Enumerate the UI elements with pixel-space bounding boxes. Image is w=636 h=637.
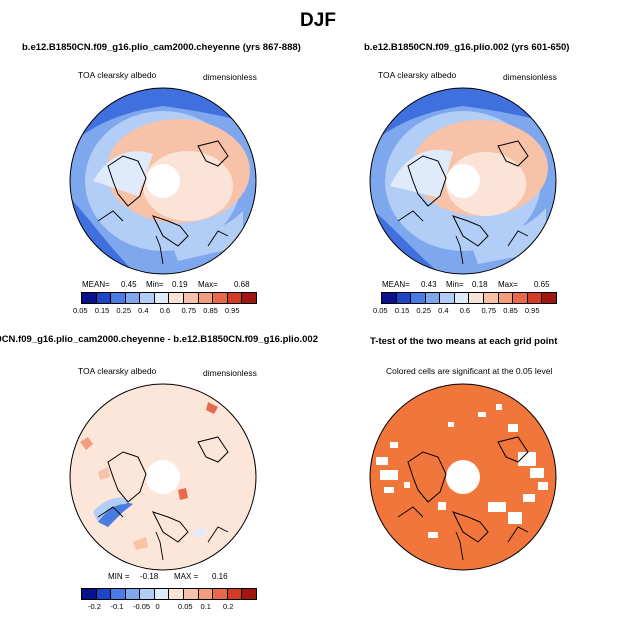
colorbar-swatch xyxy=(198,293,214,303)
colorbar-swatch xyxy=(411,293,426,303)
colorbar-swatch xyxy=(227,589,243,599)
colorbar-tick-label: 0.05 xyxy=(373,306,388,315)
colorbar-swatch xyxy=(396,293,412,303)
colorbar-tick-label: 0.95 xyxy=(524,306,540,315)
colorbar-swatch xyxy=(154,293,170,303)
colorbar-swatch xyxy=(440,293,455,303)
min-label-top-left: Min= xyxy=(146,280,164,289)
variable-label-top-left: TOA clearsky albedo xyxy=(78,70,157,80)
colorbar-tick-label: 0.05 xyxy=(178,602,193,611)
min-label-top-right: Min= xyxy=(446,280,464,289)
colorbar-tick-label: 0.85 xyxy=(503,306,518,315)
colorbar-tick-label: 0.75 xyxy=(181,306,197,315)
colorbar-swatch xyxy=(82,293,97,303)
colorbar-tick-label: -0.05 xyxy=(133,602,151,611)
colorbar-swatch xyxy=(454,293,470,303)
polar-map-bottom-left xyxy=(69,383,257,571)
colorbar-tick-label: 0.6 xyxy=(459,306,471,315)
colorbar-swatch xyxy=(513,293,528,303)
colorbar-swatch xyxy=(184,293,199,303)
colorbar-swatch xyxy=(184,589,199,599)
polar-map-bottom-right xyxy=(369,383,557,571)
polar-map-top-left xyxy=(69,87,257,275)
variable-label-bottom-left: TOA clearsky albedo xyxy=(78,366,157,376)
colorbar-labels-top-right: 0.05 0.15 0.25 0.4 0.6 0.75 0.85 0.95 xyxy=(370,306,570,316)
colorbar-swatch xyxy=(125,293,141,303)
colorbar-swatch xyxy=(140,589,155,599)
polar-map-top-right xyxy=(369,87,557,275)
colorbar-tick-label: 0.75 xyxy=(481,306,497,315)
colorbar-tick-label: 0.2 xyxy=(223,602,234,611)
colorbar-swatch xyxy=(213,589,228,599)
units-label-top-right: dimensionless xyxy=(503,72,557,82)
min-value-top-right: 0.18 xyxy=(472,280,488,289)
max-label-top-right: Max= xyxy=(498,280,518,289)
units-label-bottom-left: dimensionless xyxy=(203,368,257,378)
colorbar-tick-label: 0.4 xyxy=(438,306,449,315)
colorbar-tick-label: 0.4 xyxy=(138,306,149,315)
colorbar-top-right xyxy=(381,292,557,304)
colorbar-tick-label: -0.2 xyxy=(88,602,101,611)
colorbar-swatch xyxy=(469,293,485,303)
colorbar-swatch xyxy=(213,293,228,303)
variable-label-top-right: TOA clearsky albedo xyxy=(378,70,457,80)
panel-title-bottom-right: T-test of the two means at each grid poi… xyxy=(370,336,558,347)
colorbar-swatch xyxy=(96,589,112,599)
min-value-bottom-left: -0.18 xyxy=(140,572,159,581)
colorbar-swatch xyxy=(111,589,126,599)
mean-label-top-left: MEAN= xyxy=(82,280,110,289)
colorbar-swatch xyxy=(425,293,441,303)
colorbar-swatch xyxy=(111,293,126,303)
colorbar-tick-label: 0.15 xyxy=(94,306,110,315)
colorbar-swatch xyxy=(169,293,185,303)
colorbar-swatch xyxy=(82,589,97,599)
panel-title-top-left: b.e12.B1850CN.f09_g16.plio_cam2000.cheye… xyxy=(22,42,301,53)
colorbar-tick-label: 0.15 xyxy=(394,306,410,315)
colorbar-swatch xyxy=(498,293,514,303)
colorbar-bottom-left xyxy=(81,588,257,600)
colorbar-tick-label: 0.1 xyxy=(200,602,211,611)
colorbar-top-left xyxy=(81,292,257,304)
colorbar-tick-label: 0 xyxy=(155,602,160,611)
mean-value-top-right: 0.43 xyxy=(421,280,437,289)
figure-title: DJF xyxy=(300,10,336,31)
max-label-top-left: Max= xyxy=(198,280,218,289)
colorbar-tick-label: 0.05 xyxy=(73,306,88,315)
colorbar-tick-label: -0.1 xyxy=(110,602,124,611)
colorbar-swatch xyxy=(169,589,185,599)
units-label-top-left: dimensionless xyxy=(203,72,257,82)
panel-title-top-right: b.e12.B1850CN.f09_g16.plio.002 (yrs 601-… xyxy=(364,42,570,53)
colorbar-swatch xyxy=(96,293,112,303)
max-label-bottom-left: MAX = xyxy=(174,572,199,581)
min-label-bottom-left: MIN = xyxy=(108,572,130,581)
colorbar-swatch xyxy=(140,293,155,303)
colorbar-swatch xyxy=(382,293,397,303)
colorbar-swatch xyxy=(484,293,499,303)
colorbar-swatch xyxy=(125,589,141,599)
min-value-top-left: 0.19 xyxy=(172,280,188,289)
colorbar-swatch xyxy=(198,589,214,599)
colorbar-swatch xyxy=(242,293,256,303)
colorbar-swatch xyxy=(227,293,243,303)
mean-value-top-left: 0.45 xyxy=(121,280,137,289)
max-value-top-left: 0.68 xyxy=(234,280,250,289)
colorbar-tick-label: 0.85 xyxy=(203,306,218,315)
max-value-top-right: 0.65 xyxy=(534,280,550,289)
colorbar-labels-top-left: 0.05 0.15 0.25 0.4 0.6 0.75 0.85 0.95 xyxy=(70,306,270,316)
colorbar-tick-label: 0.6 xyxy=(159,306,171,315)
panel-title-clip-bottom-left: b.e12.B1850CN.f09_g16.plio_cam2000.cheye… xyxy=(0,334,318,348)
colorbar-swatch xyxy=(154,589,170,599)
colorbar-labels-bottom-left: -0.2 -0.1 -0.05 0 0.05 0.1 0.2 xyxy=(70,602,270,612)
colorbar-tick-label: 0.95 xyxy=(224,306,240,315)
significance-note: Colored cells are significant at the 0.0… xyxy=(386,366,553,376)
colorbar-tick-label: 0.25 xyxy=(116,306,131,315)
colorbar-tick-label: 0.25 xyxy=(416,306,431,315)
colorbar-swatch xyxy=(242,589,256,599)
mean-label-top-right: MEAN= xyxy=(382,280,410,289)
colorbar-swatch xyxy=(527,293,543,303)
max-value-bottom-left: 0.16 xyxy=(212,572,228,581)
panel-title-bottom-left: b.e12.B1850CN.f09_g16.plio_cam2000.cheye… xyxy=(0,334,318,345)
colorbar-swatch xyxy=(542,293,556,303)
